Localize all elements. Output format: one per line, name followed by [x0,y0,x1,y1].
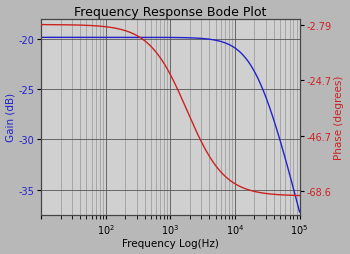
Title: Frequency Response Bode Plot: Frequency Response Bode Plot [74,6,267,19]
Y-axis label: Phase (degrees): Phase (degrees) [335,75,344,159]
X-axis label: Frequency Log(Hz): Frequency Log(Hz) [122,239,219,248]
Y-axis label: Gain (dB): Gain (dB) [6,93,15,142]
